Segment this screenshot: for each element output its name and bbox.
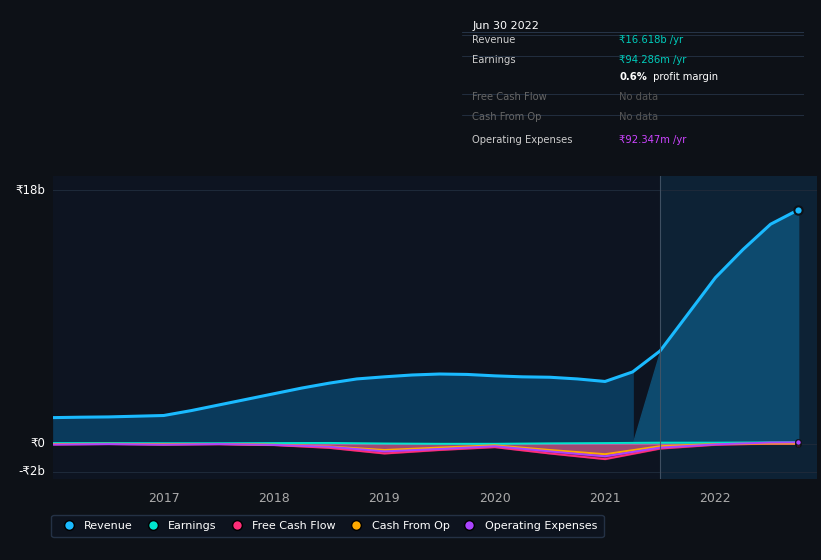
Text: Free Cash Flow: Free Cash Flow <box>472 92 547 102</box>
Text: Revenue: Revenue <box>472 35 516 45</box>
Legend: Revenue, Earnings, Free Cash Flow, Cash From Op, Operating Expenses: Revenue, Earnings, Free Cash Flow, Cash … <box>51 515 603 536</box>
Text: ₹92.347m /yr: ₹92.347m /yr <box>619 135 686 145</box>
Bar <box>660 176 817 479</box>
Text: Earnings: Earnings <box>472 55 516 65</box>
Text: No data: No data <box>619 92 658 102</box>
Text: Operating Expenses: Operating Expenses <box>472 135 573 145</box>
Text: No data: No data <box>619 112 658 122</box>
Text: ₹0: ₹0 <box>30 437 45 450</box>
Text: 0.6%: 0.6% <box>619 72 647 82</box>
Text: -₹2b: -₹2b <box>18 465 45 478</box>
Text: ₹18b: ₹18b <box>16 184 45 197</box>
Text: ₹16.618b /yr: ₹16.618b /yr <box>619 35 683 45</box>
Text: Jun 30 2022: Jun 30 2022 <box>472 21 539 31</box>
Text: profit margin: profit margin <box>650 72 718 82</box>
Text: Cash From Op: Cash From Op <box>472 112 542 122</box>
Text: ₹94.286m /yr: ₹94.286m /yr <box>619 55 686 65</box>
